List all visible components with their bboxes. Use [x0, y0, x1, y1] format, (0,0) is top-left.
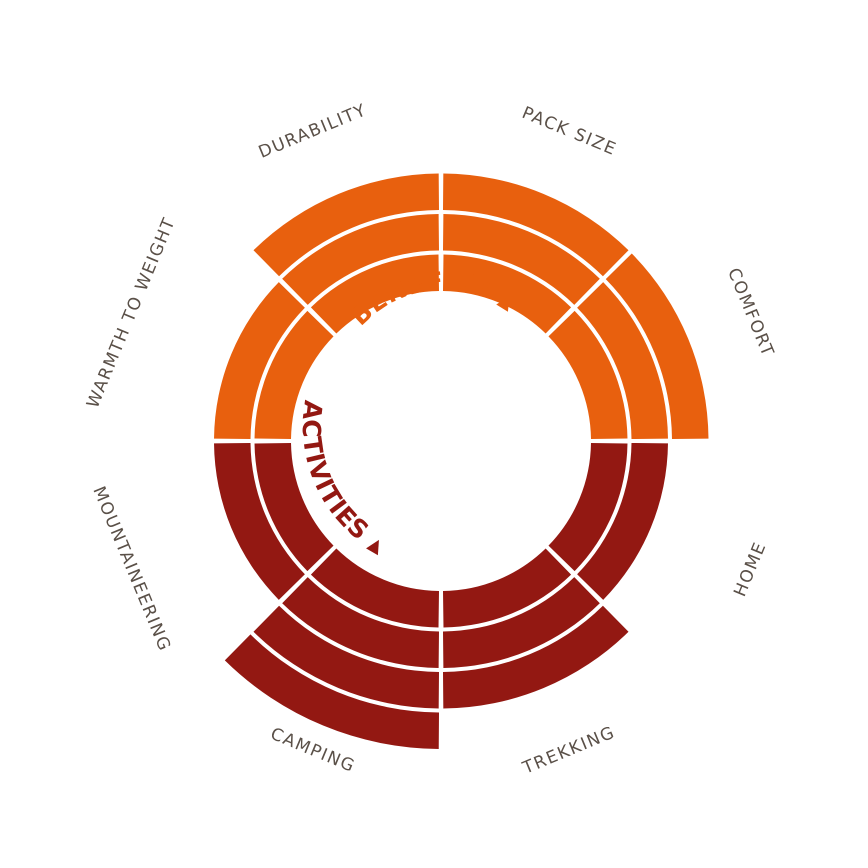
bar-pack-size-level-1 [442, 254, 572, 334]
bar-pack-size-level-2 [442, 214, 600, 305]
bar-trekking-level-2 [442, 577, 600, 668]
bar-camping-level-4 [224, 634, 440, 749]
bar-durability-level-1 [310, 254, 440, 334]
bar-comfort-level-3 [605, 253, 709, 440]
label-warmth-to-weight: WARMTH TO WEIGHT [83, 214, 180, 411]
label-home: HOME [730, 539, 771, 600]
bar-camping-level-3 [253, 605, 440, 709]
bar-home-level-1 [548, 442, 628, 572]
label-durability: DURABILITY [256, 100, 370, 163]
bar-camping-level-1 [310, 548, 440, 628]
bar-durability-level-3 [253, 173, 440, 277]
bar-warmth-to-weight-level-2 [214, 282, 305, 440]
label-comfort: COMFORT [723, 265, 778, 360]
label-pack-size: PACK SIZE [519, 103, 620, 160]
bar-trekking-level-3 [442, 605, 629, 709]
activities-marker-icon: ▲ [365, 533, 388, 558]
label-mountaineering: MOUNTAINEERING [88, 484, 174, 655]
bar-durability-level-2 [282, 214, 440, 305]
label-trekking: TREKKING [519, 722, 618, 778]
radial-bars [214, 173, 709, 749]
bar-mountaineering-level-1 [254, 442, 334, 572]
bar-pack-size-level-3 [442, 173, 629, 277]
bar-trekking-level-1 [442, 548, 572, 628]
bar-mountaineering-level-2 [214, 442, 305, 600]
bar-comfort-level-2 [577, 282, 668, 440]
bar-comfort-level-1 [548, 310, 628, 440]
bar-warmth-to-weight-level-1 [254, 310, 334, 440]
bar-camping-level-2 [282, 577, 440, 668]
bar-home-level-2 [577, 442, 668, 600]
